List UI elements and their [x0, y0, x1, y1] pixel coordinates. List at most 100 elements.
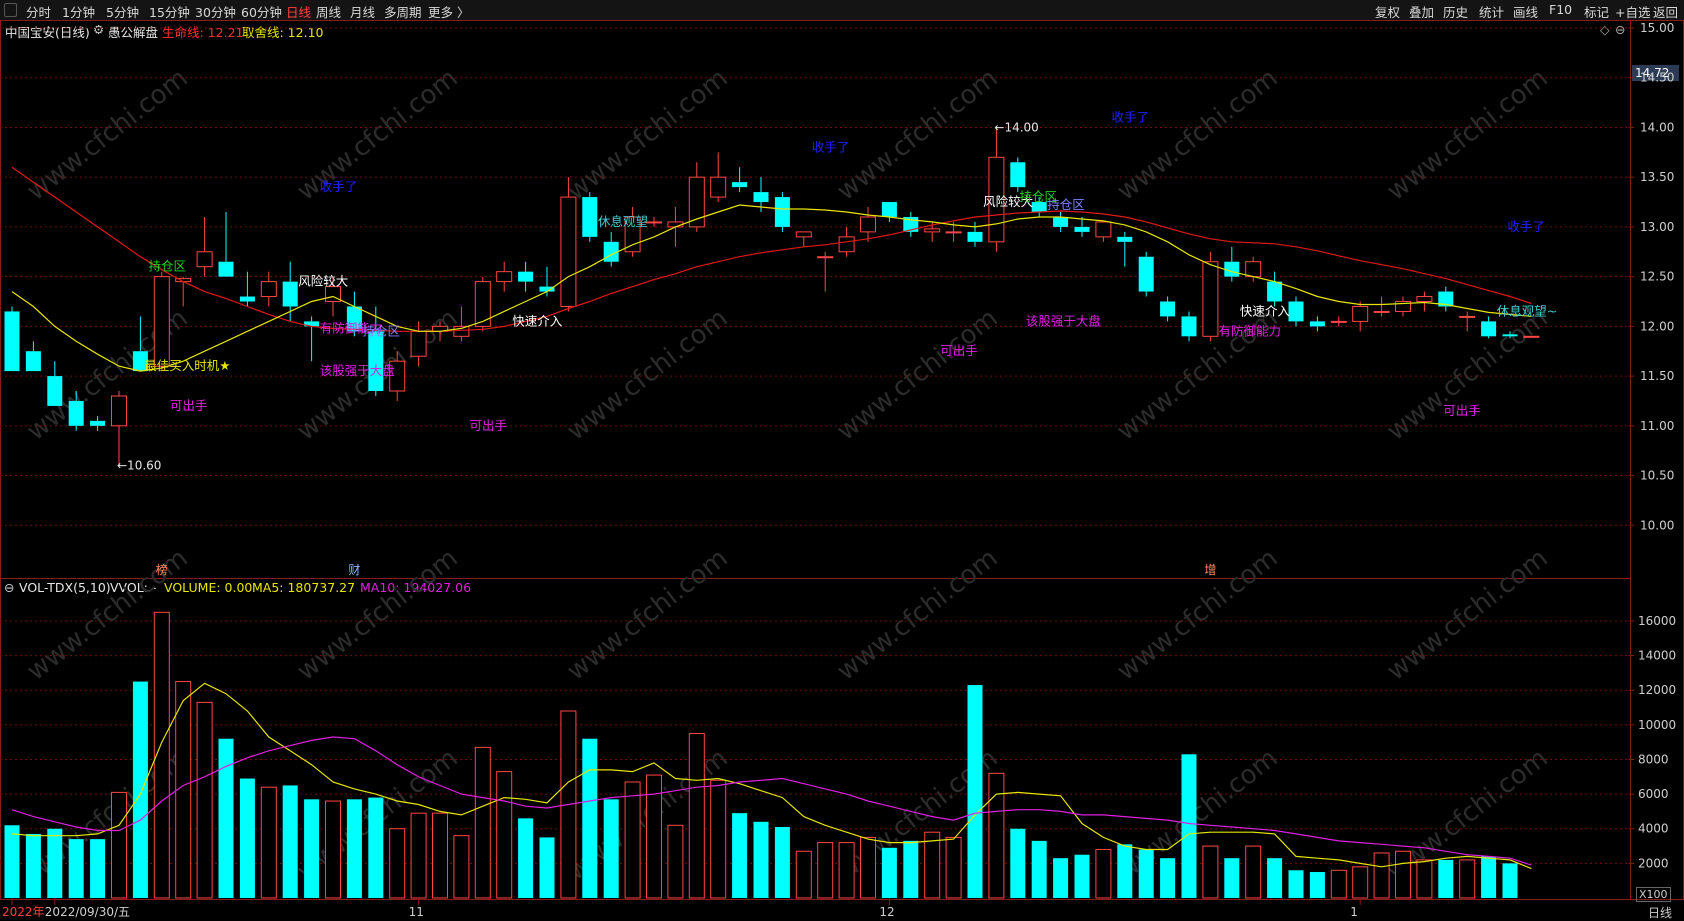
period-monthly[interactable]: 月线	[350, 5, 376, 20]
volume-tick-label: 8000	[1638, 752, 1669, 766]
volume-bar-down	[603, 799, 619, 898]
volume-bar-down	[1181, 754, 1197, 898]
volume-bar-up	[1373, 852, 1390, 899]
candle-body-up	[838, 236, 855, 253]
volume-bar-down	[90, 839, 106, 898]
candle-body-down	[1160, 301, 1176, 317]
period-1min[interactable]: 1分钟	[62, 5, 95, 20]
volume-bar-down	[4, 825, 20, 898]
period-weekly[interactable]: 周线	[316, 5, 342, 20]
event-mark: 增	[1204, 563, 1216, 577]
candle-body-up	[924, 228, 941, 233]
signal-label: 收手了	[1507, 219, 1545, 234]
volume-bar-down	[774, 827, 790, 898]
collapse-icon[interactable]: ⊖	[1615, 22, 1626, 37]
history-button[interactable]: 历史	[1443, 5, 1469, 20]
stats-button[interactable]: 统计	[1479, 5, 1505, 20]
volume-bar-down	[582, 738, 598, 898]
volume-bar-down	[1160, 858, 1176, 898]
candle-body-down	[239, 296, 255, 302]
add-favorite-button[interactable]: +自选	[1615, 5, 1651, 20]
menu-icon[interactable]	[4, 3, 17, 17]
vol-indicator-name[interactable]: VOL-TDX(5,10)	[19, 580, 111, 595]
period-15min[interactable]: 15分钟	[149, 5, 190, 20]
candle-body-down	[1481, 321, 1497, 337]
candle-body-up	[389, 360, 406, 392]
signal-annotations: 持仓区最佳买入时机★可出手收手了风险较大有防御能力持仓区该股强于大盘可出手快速介…	[117, 110, 1557, 577]
period-60min[interactable]: 60分钟	[241, 5, 282, 20]
candle-body-up	[860, 216, 876, 233]
settings-icon[interactable]: ⚙	[93, 22, 105, 37]
volume-tick-label: 2000	[1638, 856, 1669, 870]
period-more[interactable]: 更多 〉	[428, 5, 470, 20]
volume-bar-down	[967, 685, 983, 898]
volume-bar-down	[1117, 844, 1133, 898]
candle-body-up	[1395, 301, 1411, 312]
volume-bar-down	[282, 785, 298, 898]
period-5min[interactable]: 5分钟	[106, 5, 139, 20]
volume-bar-down	[132, 681, 148, 898]
volume-bar-up	[1245, 845, 1262, 899]
signal-label: 可出手	[170, 398, 208, 413]
volume-bar-down	[68, 839, 84, 898]
candle-body-up	[795, 231, 812, 238]
candle-body-down	[1288, 301, 1304, 322]
diamond-icon[interactable]: ◇	[1600, 22, 1610, 37]
mark-button[interactable]: 标记	[1584, 5, 1610, 20]
volume-bar-down	[753, 821, 769, 898]
signal-label: 持仓区	[149, 259, 187, 274]
period-daily[interactable]: 日线	[286, 5, 312, 20]
period-multi[interactable]: 多周期	[384, 5, 422, 20]
candle-body-down	[881, 202, 897, 217]
candlestick-series	[4, 127, 1540, 466]
candle-body-down	[368, 331, 384, 392]
candle-body-up	[817, 256, 834, 259]
draw-button[interactable]: 画线	[1513, 5, 1539, 20]
period-30min[interactable]: 30分钟	[195, 5, 236, 20]
candle-body-down	[1074, 226, 1090, 232]
volume-bar-down	[1481, 856, 1497, 898]
volume-tick-label: 6000	[1638, 787, 1669, 801]
volume-bar-down	[1502, 863, 1518, 898]
volume-tick-label: 4000	[1638, 822, 1669, 836]
signal-label: 风险较大	[983, 194, 1033, 209]
volume-bar-down	[1138, 849, 1154, 898]
signal-label: 持仓区	[1047, 197, 1085, 212]
vol-collapse-icon[interactable]: ⊖	[4, 580, 15, 595]
back-button[interactable]: 返回	[1653, 5, 1679, 20]
overlay-button[interactable]: 叠加	[1409, 5, 1435, 20]
indicator-name[interactable]: 愚公解盘	[108, 25, 159, 40]
period-fenshi[interactable]: 分时	[26, 5, 52, 20]
candle-body-down	[132, 351, 148, 372]
candle-body-up	[453, 325, 470, 337]
candle-body-up	[1523, 335, 1540, 338]
volume-bar-up	[432, 812, 448, 899]
candle-body-up	[1095, 221, 1112, 238]
candle-body-down	[47, 376, 63, 406]
candle-body-down	[304, 321, 320, 327]
signal-label: 风险较大	[298, 274, 348, 289]
candle-body-up	[688, 176, 705, 228]
price-tick-label: 14.50	[1640, 71, 1674, 85]
price-tick-label: 12.00	[1640, 319, 1674, 333]
event-mark: 榜	[156, 562, 168, 577]
x-tick-label: 2022/09/30/五	[45, 905, 130, 919]
f10-button[interactable]: F10	[1549, 2, 1573, 17]
signal-label: 可出手	[470, 418, 508, 433]
volume-panel-frame	[0, 578, 1631, 900]
candle-body-up	[1330, 320, 1347, 323]
volume-bar-up	[496, 771, 513, 899]
signal-label: 有防御能力	[320, 320, 383, 335]
signal-label: 有防御能力	[1219, 323, 1282, 338]
price-tick-label: 11.50	[1640, 369, 1674, 383]
candle-body-down	[1438, 291, 1454, 307]
fuquan-button[interactable]: 复权	[1375, 5, 1401, 20]
candle-body-up	[646, 221, 662, 224]
volume-bar-up	[1095, 849, 1112, 899]
ma5-label: MA5: 180737.27	[252, 580, 356, 595]
candle-body-up	[260, 281, 277, 298]
moving-average-lines	[11, 166, 1532, 372]
signal-label: 持仓区	[363, 323, 401, 338]
volume-bar-down	[1309, 872, 1325, 898]
